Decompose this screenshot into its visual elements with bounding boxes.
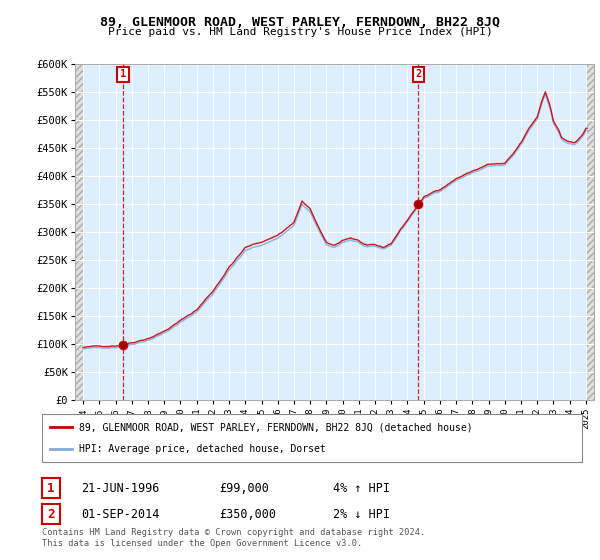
Text: 1: 1: [47, 482, 55, 495]
Text: 4% ↑ HPI: 4% ↑ HPI: [333, 482, 390, 495]
Text: £350,000: £350,000: [219, 507, 276, 521]
Text: 89, GLENMOOR ROAD, WEST PARLEY, FERNDOWN, BH22 8JQ (detached house): 89, GLENMOOR ROAD, WEST PARLEY, FERNDOWN…: [79, 422, 472, 432]
Text: HPI: Average price, detached house, Dorset: HPI: Average price, detached house, Dors…: [79, 444, 325, 454]
Text: 01-SEP-2014: 01-SEP-2014: [81, 507, 160, 521]
Text: 89, GLENMOOR ROAD, WEST PARLEY, FERNDOWN, BH22 8JQ: 89, GLENMOOR ROAD, WEST PARLEY, FERNDOWN…: [100, 16, 500, 29]
Bar: [75, 64, 83, 400]
Text: 2: 2: [47, 507, 55, 521]
Text: Contains HM Land Registry data © Crown copyright and database right 2024.
This d: Contains HM Land Registry data © Crown c…: [42, 528, 425, 548]
Text: £99,000: £99,000: [219, 482, 269, 495]
Text: 1: 1: [120, 69, 126, 80]
Text: 2: 2: [415, 69, 421, 80]
Text: 21-JUN-1996: 21-JUN-1996: [81, 482, 160, 495]
Text: Price paid vs. HM Land Registry's House Price Index (HPI): Price paid vs. HM Land Registry's House …: [107, 27, 493, 37]
Text: 2% ↓ HPI: 2% ↓ HPI: [333, 507, 390, 521]
Bar: [586, 64, 594, 400]
